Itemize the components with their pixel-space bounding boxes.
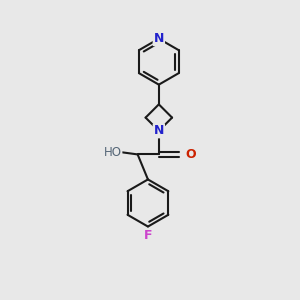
Text: O: O — [185, 148, 196, 161]
Text: N: N — [154, 32, 164, 45]
Text: N: N — [154, 124, 164, 137]
Text: F: F — [144, 229, 152, 242]
Text: HO: HO — [103, 146, 122, 159]
